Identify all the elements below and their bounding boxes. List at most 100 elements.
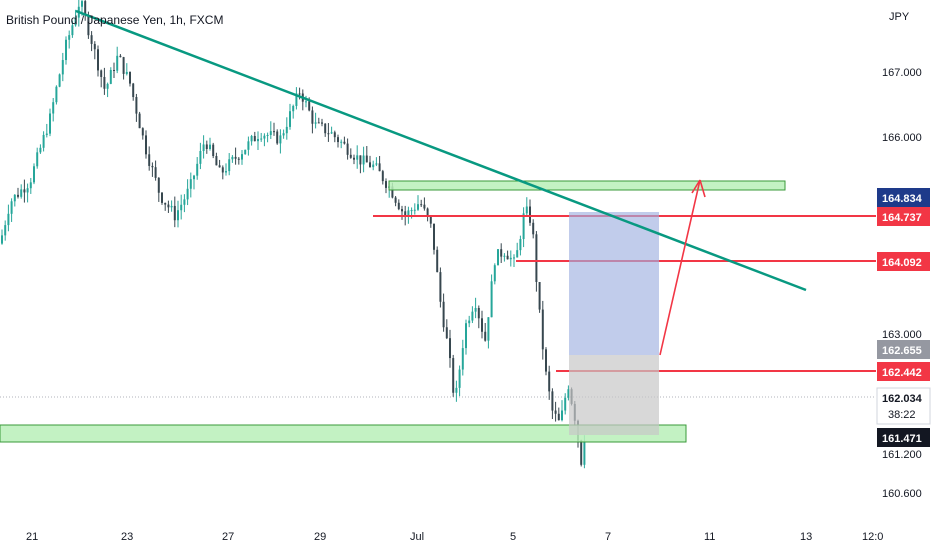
- candle-body: [23, 189, 26, 193]
- candle-body: [65, 39, 67, 61]
- candle-body: [125, 71, 128, 74]
- candle-body: [538, 282, 541, 310]
- svg-text:164.834: 164.834: [882, 193, 923, 205]
- candle-body: [106, 83, 109, 89]
- candle-body: [420, 204, 423, 206]
- candle-body: [401, 209, 403, 212]
- candle-body: [545, 349, 547, 372]
- candle-body: [250, 135, 253, 142]
- candle-body: [548, 371, 551, 392]
- candle-body: [426, 208, 429, 217]
- price-tag-164737: 164.737: [877, 207, 930, 226]
- candle-body: [417, 204, 419, 210]
- candle-body: [506, 255, 509, 260]
- candle-body: [378, 163, 381, 172]
- candle-body: [529, 206, 531, 223]
- candle-body: [170, 205, 173, 208]
- candle-body: [321, 122, 323, 124]
- candle-body: [391, 186, 394, 198]
- candle-body: [455, 387, 458, 393]
- candle-body: [535, 234, 538, 283]
- candle-body: [13, 194, 16, 202]
- candle-body: [490, 281, 493, 318]
- candle-body: [394, 197, 397, 203]
- candle-body: [557, 413, 560, 421]
- price-tag-current: 162.034 38:22: [876, 387, 931, 425]
- candle-body: [349, 154, 352, 158]
- candle-body: [202, 144, 205, 152]
- candle-body: [52, 102, 55, 114]
- svg-text:162.655: 162.655: [882, 345, 922, 357]
- candle-body: [567, 389, 570, 398]
- candle-body: [324, 123, 327, 134]
- candle-body: [45, 133, 48, 135]
- candle-body: [257, 138, 259, 142]
- candles-group: [1, 0, 586, 469]
- date-tick: 7: [605, 531, 611, 543]
- candle-body: [244, 149, 247, 155]
- candle-body: [445, 327, 448, 339]
- candle-body: [471, 311, 474, 321]
- candle-body: [231, 156, 234, 160]
- date-tick: 21: [26, 531, 38, 543]
- candle-body: [33, 166, 35, 183]
- candle-body: [337, 137, 339, 143]
- candle-body: [477, 308, 480, 319]
- projection-arrow[interactable]: [659, 179, 706, 356]
- candle-body: [503, 255, 506, 257]
- target-box[interactable]: [569, 212, 659, 355]
- candle-body: [87, 14, 90, 36]
- candle-body: [225, 171, 227, 173]
- candle-body: [1, 235, 3, 244]
- candle-body: [468, 320, 471, 324]
- candle-body: [68, 35, 71, 40]
- candle-body: [561, 410, 563, 421]
- candle-body: [209, 144, 211, 149]
- candle-body: [327, 133, 330, 135]
- candle-body: [541, 309, 544, 350]
- candle-body: [340, 141, 343, 143]
- candle-body: [7, 213, 10, 226]
- candle-body: [583, 441, 586, 465]
- support-zone[interactable]: [0, 424, 687, 443]
- stop-box[interactable]: [569, 355, 659, 435]
- candle-body: [100, 70, 103, 77]
- candle-body: [289, 111, 291, 127]
- svg-text:164.092: 164.092: [882, 257, 922, 269]
- candle-body: [186, 188, 189, 200]
- candle-body: [522, 213, 525, 240]
- candle-body: [237, 158, 240, 160]
- svg-text:161.471: 161.471: [882, 433, 922, 445]
- candle-body: [10, 201, 13, 214]
- candle-body: [138, 113, 141, 129]
- resistance-zone[interactable]: [388, 180, 786, 191]
- price-axis[interactable]: JPY 167.000 166.000 163.000 161.200 160.…: [882, 11, 922, 500]
- trendline[interactable]: [75, 9, 807, 292]
- price-tick: 163.000: [882, 329, 922, 341]
- candle-body: [564, 397, 567, 411]
- candle-body: [81, 1, 83, 7]
- candle-body: [29, 182, 32, 189]
- candle-body: [39, 147, 42, 153]
- candle-body: [17, 194, 19, 197]
- candle-body: [183, 199, 186, 205]
- candle-body: [436, 249, 439, 273]
- candle-body: [266, 134, 269, 136]
- svg-text:38:22: 38:22: [888, 409, 916, 421]
- candle-body: [199, 151, 202, 164]
- candle-body: [439, 272, 442, 302]
- candle-body: [129, 71, 131, 84]
- candle-body: [234, 156, 237, 159]
- candle-body: [4, 225, 7, 236]
- candle-body: [84, 1, 87, 15]
- svg-text:162.442: 162.442: [882, 367, 922, 379]
- candle-body: [532, 222, 535, 235]
- candle-body: [465, 323, 467, 349]
- time-axis[interactable]: 21 23 27 29 Jul 5 7 11 13 12:0: [26, 531, 883, 543]
- candle-body: [474, 308, 477, 312]
- candle-body: [260, 138, 263, 140]
- candle-body: [285, 126, 288, 134]
- price-tick: 167.000: [882, 67, 922, 79]
- candle-body: [148, 154, 151, 166]
